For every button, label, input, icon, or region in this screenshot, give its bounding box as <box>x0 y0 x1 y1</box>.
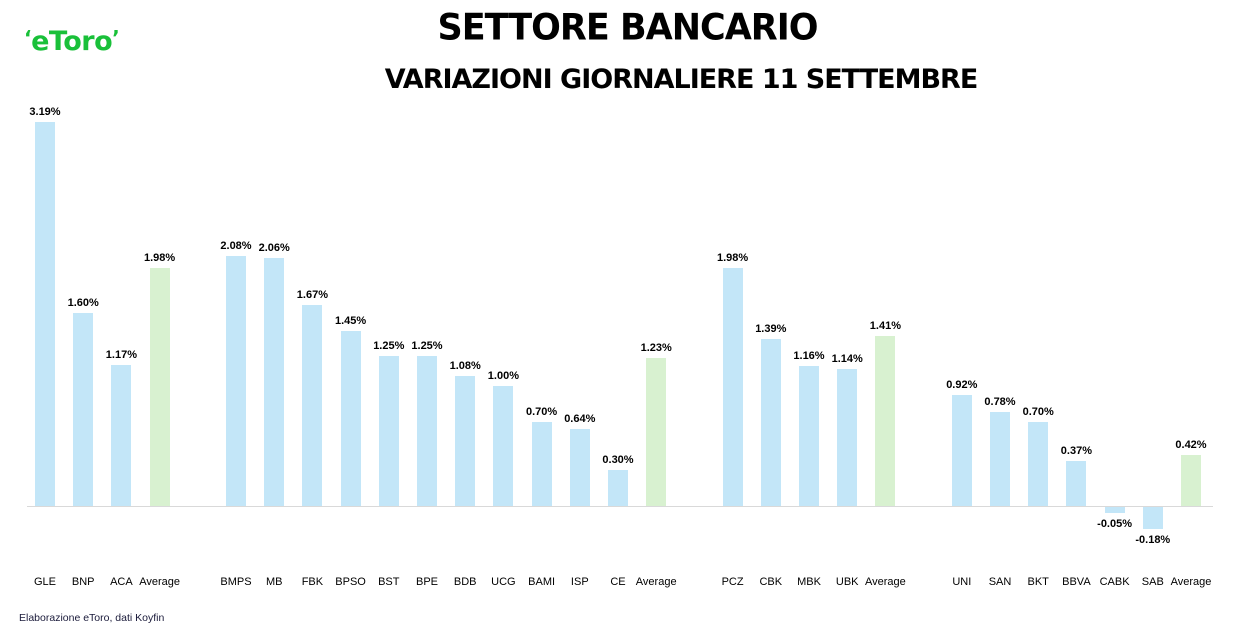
value-label: 1.16% <box>793 350 825 363</box>
bank-bar <box>760 338 781 506</box>
category-label: BKT <box>1027 576 1049 588</box>
category-label: BPSO <box>335 576 366 588</box>
category-label: Average <box>1170 576 1212 588</box>
category-label: SAB <box>1141 576 1164 588</box>
category-label: MBK <box>797 576 821 588</box>
bank-bar <box>378 355 399 506</box>
category-label: UNI <box>952 576 972 588</box>
bank-bar <box>226 255 246 506</box>
category-label: BDB <box>453 576 477 588</box>
value-label: 1.67% <box>296 288 328 301</box>
category-label: CE <box>610 576 626 588</box>
value-label: 1.08% <box>449 359 481 372</box>
bank-bar <box>111 365 132 506</box>
category-label: Average <box>139 576 180 588</box>
category-label: CABK <box>1099 576 1130 588</box>
value-label: 1.45% <box>334 315 367 328</box>
bank-bar <box>302 304 323 506</box>
category-label: BPE <box>415 576 438 588</box>
bank-bar <box>837 368 858 506</box>
bank-bar <box>1066 461 1087 506</box>
chart-title: SETTORE BANCARIO <box>437 7 818 49</box>
bank-bar <box>340 331 361 506</box>
bank-bar <box>722 267 743 506</box>
bank-bar <box>493 385 514 506</box>
value-label: 1.00% <box>487 369 519 382</box>
bank-bar <box>1028 421 1049 506</box>
category-label: CBK <box>759 576 783 588</box>
bank-bar <box>990 412 1010 506</box>
value-label: 0.70% <box>525 405 558 418</box>
value-label: 0.70% <box>1022 405 1054 418</box>
value-label: 0.64% <box>564 412 596 425</box>
bank-bar <box>569 428 590 506</box>
value-label: 2.08% <box>220 239 252 252</box>
bank-bar <box>799 366 819 506</box>
category-label: BAMI <box>528 576 556 588</box>
category-label: Average <box>635 576 677 588</box>
bank-bar <box>417 355 437 506</box>
value-label: 1.14% <box>831 352 863 365</box>
value-label: 1.98% <box>716 251 749 264</box>
category-label: PCZ <box>721 576 744 588</box>
category-label: BBVA <box>1062 576 1091 588</box>
category-label: BMPS <box>220 576 252 588</box>
logo-text: eToro <box>31 26 113 57</box>
chart-subtitle: VARIAZIONI GIORNALIERE 11 SETTEMBRE <box>384 64 979 95</box>
value-label: 0.92% <box>946 379 978 392</box>
bank-bar <box>608 469 628 506</box>
category-label: SAN <box>988 576 1012 588</box>
value-label: 1.25% <box>373 339 405 352</box>
bank-bar <box>455 375 476 506</box>
value-label: 2.06% <box>258 241 290 254</box>
value-label: 1.41% <box>869 320 901 333</box>
value-label: 3.19% <box>29 105 61 118</box>
bank-bar <box>1142 507 1163 529</box>
average-bar <box>646 357 667 506</box>
category-label: FBK <box>301 576 324 588</box>
category-label: BNP <box>71 576 95 588</box>
category-label: MB <box>265 576 283 588</box>
category-label: GLE <box>33 576 56 588</box>
value-label: 0.42% <box>1175 439 1207 452</box>
category-label: ISP <box>570 576 589 588</box>
category-label: BST <box>378 576 400 588</box>
bank-bar <box>35 121 55 506</box>
bank-bar <box>951 395 972 506</box>
bank-bar <box>73 313 94 506</box>
category-label: UCG <box>491 576 516 588</box>
source-note: Elaborazione eToro, dati Koyfin <box>19 612 165 624</box>
value-label: -0.05% <box>1097 518 1133 531</box>
value-label: 1.60% <box>67 297 99 310</box>
value-label: 1.98% <box>143 251 176 264</box>
bank-bar <box>1104 507 1125 514</box>
value-label: 1.25% <box>411 339 443 352</box>
zero-baseline <box>27 506 1213 507</box>
value-label: 1.17% <box>105 349 137 362</box>
value-label: 1.23% <box>640 341 672 354</box>
bank-bar <box>531 421 552 506</box>
category-label: Average <box>865 576 906 588</box>
value-label: -0.18% <box>1135 533 1171 546</box>
value-label: 0.30% <box>602 453 634 466</box>
value-label: 0.78% <box>984 396 1016 409</box>
bank-bar <box>264 257 285 506</box>
horn-left-icon: ‘ <box>24 26 32 50</box>
horn-right-icon: ’ <box>112 26 120 50</box>
value-label: 1.39% <box>755 322 787 335</box>
average-bar <box>1181 455 1201 506</box>
category-label: ACA <box>110 576 133 588</box>
average-bar <box>875 336 896 506</box>
category-label: UBK <box>835 576 859 588</box>
average-bar <box>149 267 170 506</box>
etoro-logo: ‘eToro’ <box>24 26 120 57</box>
value-label: 0.37% <box>1060 445 1092 458</box>
